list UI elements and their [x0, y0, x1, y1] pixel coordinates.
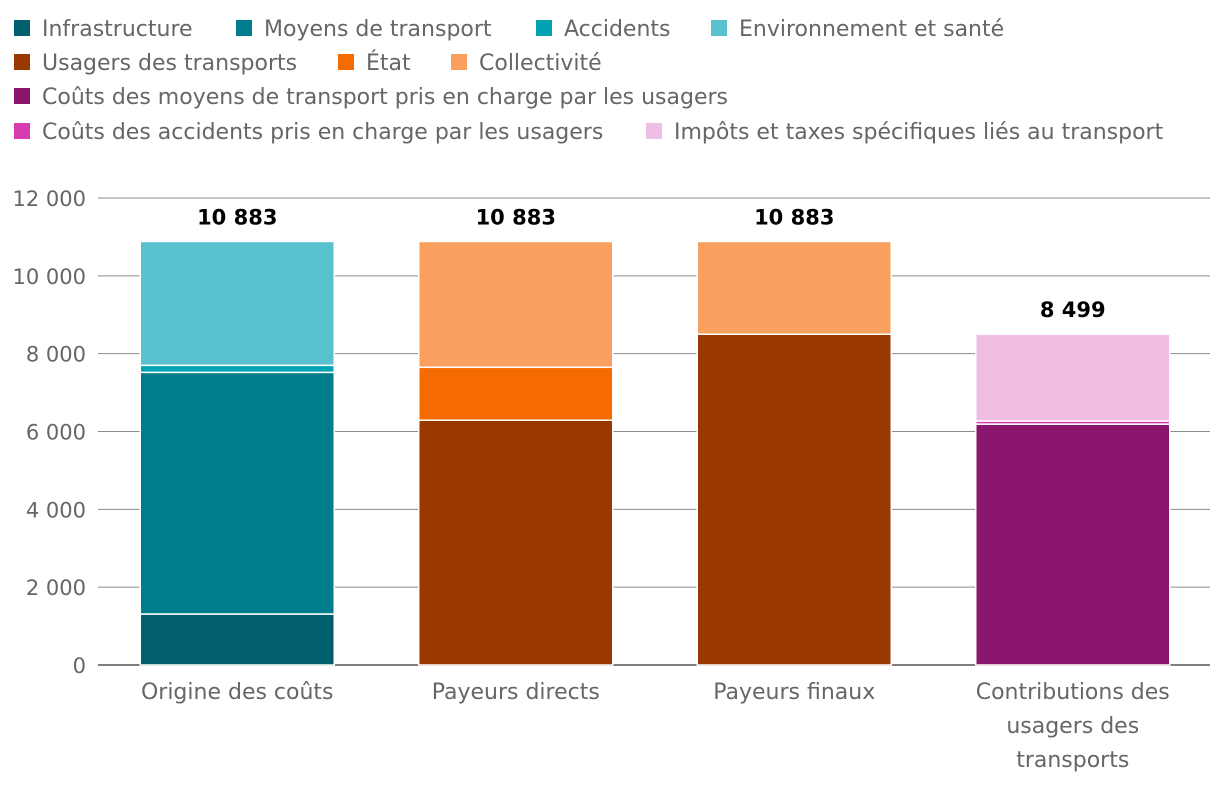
legend-swatch	[14, 54, 30, 70]
bars	[139, 240, 1171, 666]
x-tick-label: Origine des coûts	[141, 680, 334, 705]
legend-label: Moyens de transport	[264, 17, 492, 42]
y-tick-label: 12 000	[13, 187, 86, 211]
legend-label: Coûts des moyens de transport pris en ch…	[42, 85, 728, 110]
y-axis: 0 2 000 4 000 6 000 8 000 10 000 12 000	[13, 187, 86, 678]
legend-swatch	[646, 123, 662, 139]
legend-label: Impôts et taxes spécifiques liés au tran…	[674, 120, 1164, 145]
y-tick-label: 10 000	[13, 265, 86, 289]
legend-item-etat[interactable]: État	[338, 50, 411, 76]
legend-swatch	[711, 20, 727, 36]
bar-segment-accidents	[139, 364, 335, 374]
x-axis: Origine des coûts Payeurs directs Payeurs …	[141, 680, 1170, 773]
legend: Infrastructure Moyens de transport Acciden…	[14, 17, 1164, 145]
bar-total-label: 10 883	[197, 205, 277, 229]
legend-item-environnement-et-sante[interactable]: Environnement et santé	[711, 17, 1004, 42]
x-tick-label: usagers des	[1006, 714, 1139, 739]
legend-swatch	[14, 20, 30, 36]
bar-segment-couts-des-moyens-de-transport-pris-en-charge-par-les-usagers	[975, 423, 1171, 666]
bar-segment-collectivite	[696, 240, 892, 335]
bar-segment-impots-et-taxes-specifiques-lies-au-transport	[975, 333, 1171, 422]
legend-label: Accidents	[564, 17, 671, 42]
legend-item-impots-et-taxes-specifiques-lies-au-transport[interactable]: Impôts et taxes spécifiques liés au tran…	[646, 120, 1164, 145]
y-tick-label: 8 000	[26, 343, 86, 367]
legend-swatch	[338, 54, 354, 70]
legend-swatch	[14, 123, 30, 139]
bar-total-label: 10 883	[476, 205, 556, 229]
legend-label: Collectivité	[479, 51, 602, 76]
legend-item-accidents[interactable]: Accidents	[536, 17, 671, 42]
bar-segment-infrastructure	[139, 613, 335, 666]
y-tick-label: 4 000	[26, 498, 86, 522]
x-tick-label: Payeurs directs	[432, 680, 600, 705]
legend-label: Infrastructure	[42, 17, 193, 42]
bar-total-label: 10 883	[754, 205, 834, 229]
x-tick-label: Contributions des	[976, 680, 1170, 705]
total-labels: 10 883 10 883 10 883 8 499	[197, 205, 1106, 322]
y-tick-label: 0	[73, 654, 86, 678]
legend-label: État	[366, 50, 411, 76]
legend-item-usagers-des-transports[interactable]: Usagers des transports	[14, 51, 297, 76]
legend-swatch	[536, 20, 552, 36]
legend-swatch	[236, 20, 252, 36]
bar-segment-etat	[418, 366, 614, 421]
bar-segment-environnement-et-sante	[139, 240, 335, 367]
bar-segment-usagers-des-transports	[418, 419, 614, 666]
x-tick-label: transports	[1016, 748, 1129, 773]
legend-item-couts-des-accidents-pris-en-charge-par-les-usagers[interactable]: Coûts des accidents pris en charge par l…	[14, 120, 603, 145]
bar-total-label: 8 499	[1040, 298, 1106, 322]
legend-swatch	[14, 88, 30, 104]
legend-item-moyens-de-transport[interactable]: Moyens de transport	[236, 17, 492, 42]
y-tick-label: 6 000	[26, 421, 86, 445]
y-tick-label: 2 000	[26, 576, 86, 600]
legend-item-infrastructure[interactable]: Infrastructure	[14, 17, 193, 42]
legend-swatch	[451, 54, 467, 70]
legend-label: Environnement et santé	[739, 17, 1004, 42]
legend-item-collectivite[interactable]: Collectivité	[451, 51, 602, 76]
legend-label: Coûts des accidents pris en charge par l…	[42, 120, 603, 145]
legend-item-couts-des-moyens-de-transport-pris-en-charge-par-les-usagers[interactable]: Coûts des moyens de transport pris en ch…	[14, 85, 728, 110]
bar-segment-collectivite	[418, 240, 614, 369]
legend-label: Usagers des transports	[42, 51, 297, 76]
x-tick-label: Payeurs finaux	[713, 680, 875, 705]
bar-segment-moyens-de-transport	[139, 371, 335, 615]
bar-segment-usagers-des-transports	[696, 333, 892, 666]
